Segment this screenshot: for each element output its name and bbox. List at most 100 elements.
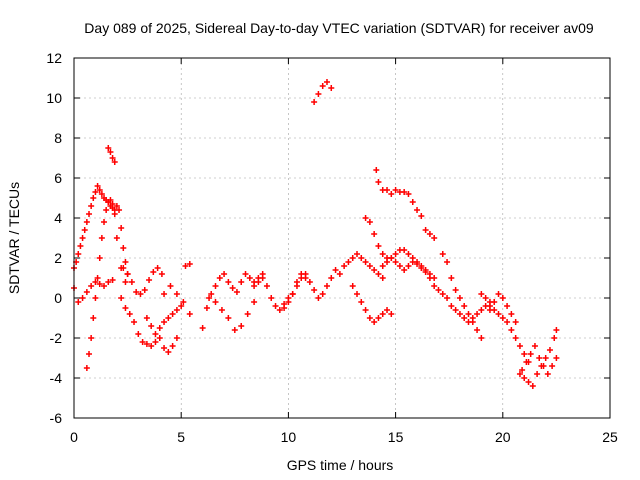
- data-point: [154, 265, 161, 271]
- data-point: [122, 259, 129, 265]
- data-point: [540, 363, 547, 369]
- data-point: [122, 279, 129, 285]
- data-point: [285, 299, 292, 305]
- data-point: [323, 283, 330, 289]
- data-point: [456, 311, 463, 317]
- data-point: [499, 295, 506, 301]
- data-point: [293, 283, 300, 289]
- data-point: [86, 351, 93, 357]
- y-tick-label: 6: [54, 170, 62, 186]
- data-point: [92, 295, 99, 301]
- data-point: [88, 203, 95, 209]
- data-point: [474, 311, 481, 317]
- data-point: [422, 227, 429, 233]
- data-point: [298, 275, 305, 281]
- data-point: [141, 287, 148, 293]
- data-point: [109, 201, 116, 207]
- data-point: [384, 307, 391, 313]
- data-point: [128, 279, 135, 285]
- data-point: [218, 307, 225, 313]
- data-point: [452, 307, 459, 313]
- data-point: [281, 305, 288, 311]
- data-point: [508, 311, 515, 317]
- data-point: [137, 291, 144, 297]
- data-point: [478, 291, 485, 297]
- data-point: [465, 311, 472, 317]
- data-point: [83, 289, 90, 295]
- data-point: [379, 251, 386, 257]
- data-point: [150, 269, 157, 275]
- data-point: [553, 355, 560, 361]
- data-point: [109, 155, 116, 161]
- y-tick-label: -6: [50, 410, 63, 426]
- data-point: [124, 271, 131, 277]
- data-point: [388, 255, 395, 261]
- data-point: [120, 265, 127, 271]
- data-point: [156, 325, 163, 331]
- data-point: [96, 255, 103, 261]
- data-point: [92, 189, 99, 195]
- data-point: [362, 259, 369, 265]
- data-point: [96, 187, 103, 193]
- data-point: [384, 187, 391, 193]
- data-point: [131, 319, 138, 325]
- data-point: [418, 213, 425, 219]
- x-axis-label: GPS time / hours: [287, 457, 394, 473]
- data-point: [362, 307, 369, 313]
- data-point: [79, 235, 86, 241]
- data-point: [516, 371, 523, 377]
- data-point: [499, 315, 506, 321]
- data-point: [118, 295, 125, 301]
- data-point: [146, 277, 153, 283]
- data-point: [122, 305, 129, 311]
- data-point: [405, 251, 412, 257]
- data-point: [311, 99, 318, 105]
- data-point: [242, 271, 249, 277]
- data-point: [345, 259, 352, 265]
- data-point: [238, 323, 245, 329]
- data-point: [165, 315, 172, 321]
- y-tick-label: 12: [46, 50, 62, 66]
- data-point: [448, 303, 455, 309]
- data-point: [319, 291, 326, 297]
- data-point: [523, 359, 530, 365]
- data-point: [126, 311, 133, 317]
- y-tick-label: 0: [54, 290, 62, 306]
- data-point: [107, 197, 114, 203]
- data-point: [88, 335, 95, 341]
- data-point: [107, 149, 114, 155]
- data-point: [401, 189, 408, 195]
- data-points: [71, 79, 560, 389]
- data-point: [92, 279, 99, 285]
- data-point: [534, 371, 541, 377]
- data-point: [358, 255, 365, 261]
- data-point: [186, 311, 193, 317]
- x-tick-label: 10: [281, 429, 297, 445]
- data-point: [536, 355, 543, 361]
- data-point: [152, 331, 159, 337]
- data-point: [111, 159, 118, 165]
- data-point: [431, 235, 438, 241]
- data-point: [422, 269, 429, 275]
- data-point: [396, 263, 403, 269]
- data-point: [401, 247, 408, 253]
- data-point: [323, 79, 330, 85]
- data-point: [366, 219, 373, 225]
- data-point: [478, 335, 485, 341]
- data-point: [469, 319, 476, 325]
- data-point: [544, 371, 551, 377]
- data-point: [94, 275, 101, 281]
- data-point: [94, 183, 101, 189]
- data-point: [272, 303, 279, 309]
- data-point: [319, 83, 326, 89]
- data-point: [508, 327, 515, 333]
- y-tick-label: 10: [46, 90, 62, 106]
- data-point: [238, 279, 245, 285]
- data-point: [328, 85, 335, 91]
- data-point: [551, 335, 558, 341]
- data-point: [495, 311, 502, 317]
- data-point: [263, 283, 270, 289]
- data-point: [90, 315, 97, 321]
- data-point: [98, 191, 105, 197]
- y-tick-labels: -6 -4 -2 0 2 4 6 8 10 12: [46, 50, 62, 426]
